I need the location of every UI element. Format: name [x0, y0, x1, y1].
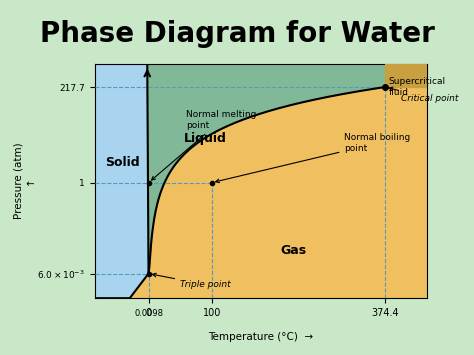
X-axis label: Temperature (°C)  →: Temperature (°C) → [208, 332, 313, 342]
Text: Normal melting
point: Normal melting point [152, 110, 257, 180]
Text: Triple point: Triple point [153, 273, 231, 289]
Text: Supercritical
fluid: Supercritical fluid [389, 77, 446, 97]
Text: 0.0098: 0.0098 [134, 309, 163, 318]
Polygon shape [95, 64, 148, 298]
Text: Normal boiling
point: Normal boiling point [216, 133, 410, 183]
Polygon shape [147, 64, 427, 274]
Text: Phase Diagram for Water: Phase Diagram for Water [39, 20, 435, 48]
Text: Gas: Gas [281, 244, 307, 257]
Text: Liquid: Liquid [184, 132, 227, 145]
Polygon shape [385, 64, 427, 87]
Text: Solid: Solid [105, 157, 139, 169]
Y-axis label: Pressure (atm)
↑: Pressure (atm) ↑ [13, 143, 35, 219]
Text: Critical point: Critical point [389, 87, 459, 103]
